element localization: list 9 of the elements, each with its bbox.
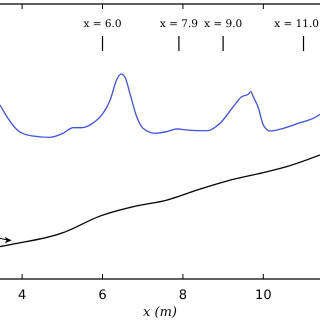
x-tick-label: 10 (255, 288, 272, 303)
ref-line-label: x = 7.9 (160, 18, 198, 30)
x-axis-title: x (m) (143, 305, 177, 320)
ref-line-label: x = 9.0 (204, 18, 242, 30)
x-tick-label: 8 (178, 288, 188, 303)
x-tick-label: 6 (98, 288, 107, 303)
ref-line-label: x = 6.0 (83, 18, 122, 30)
ref-line-label: x = 11.0 (274, 18, 319, 30)
x-tick-label: 4 (18, 288, 26, 303)
